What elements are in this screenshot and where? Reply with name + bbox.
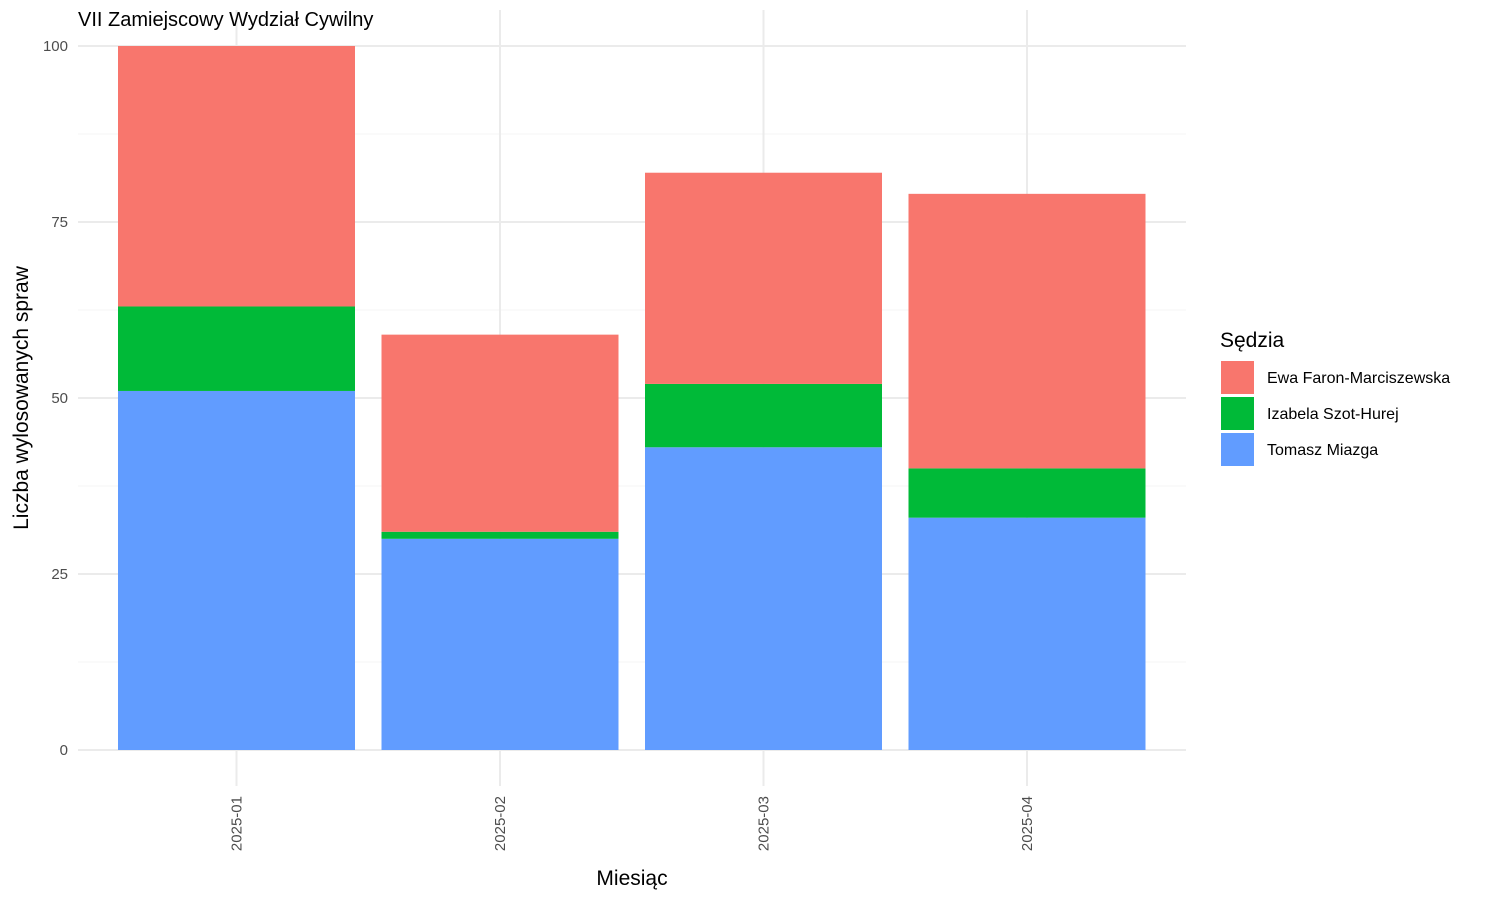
y-tick-label: 50 [51,390,68,407]
x-tick-label: 2025-01 [229,796,246,851]
legend-label: Izabela Szot-Hurej [1267,406,1399,423]
chart-title: VII Zamiejscowy Wydział Cywilny [78,9,373,31]
bar-segment [381,538,619,750]
y-tick-label: 100 [43,38,68,55]
legend-swatch [1221,361,1254,394]
x-axis-ticks: 2025-01 2025-02 2025-03 2025-04 [229,796,1037,851]
y-axis-ticks: 0 25 50 75 100 [43,38,68,759]
legend-label: Tomasz Miazga [1267,442,1378,459]
legend-label: Ewa Faron-Marciszewska [1267,370,1450,387]
legend-swatch [1221,397,1254,430]
x-tick-label: 2025-03 [756,796,773,851]
bar-segment [645,172,882,384]
legend-swatch [1221,433,1254,466]
y-tick-label: 0 [60,742,68,759]
legend-title: Sędzia [1220,329,1285,352]
bar-segment [908,468,1146,518]
bar-segment [118,390,355,750]
x-axis-title: Miesiąc [596,867,667,890]
x-tick-label: 2025-02 [492,796,509,851]
x-tick-label: 2025-04 [1019,796,1036,851]
legend-items: Ewa Faron-Marciszewska Izabela Szot-Hurej… [1221,361,1450,466]
y-tick-label: 25 [51,566,68,583]
bar-segment [645,447,882,750]
bar-segment [645,383,882,448]
y-tick-label: 75 [51,214,68,231]
bar-segment [381,334,619,532]
bar-segment [381,531,619,539]
bar-segment [118,46,355,307]
bar-segment [908,193,1146,469]
y-axis-title: Liczba wylosowanych spraw [10,265,33,530]
bar-segment [908,517,1146,750]
legend: Sędzia Ewa Faron-Marciszewska Izabela Szo… [1220,329,1450,466]
bars [118,46,1146,750]
bar-segment [118,306,355,391]
